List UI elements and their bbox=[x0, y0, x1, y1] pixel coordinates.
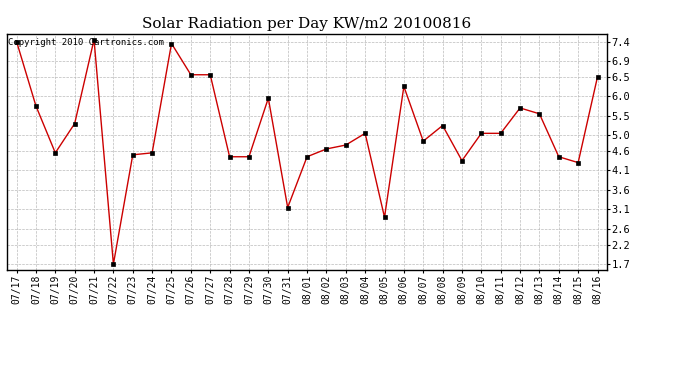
Text: Copyright 2010 Cartronics.com: Copyright 2010 Cartronics.com bbox=[8, 39, 164, 48]
Title: Solar Radiation per Day KW/m2 20100816: Solar Radiation per Day KW/m2 20100816 bbox=[142, 17, 472, 31]
